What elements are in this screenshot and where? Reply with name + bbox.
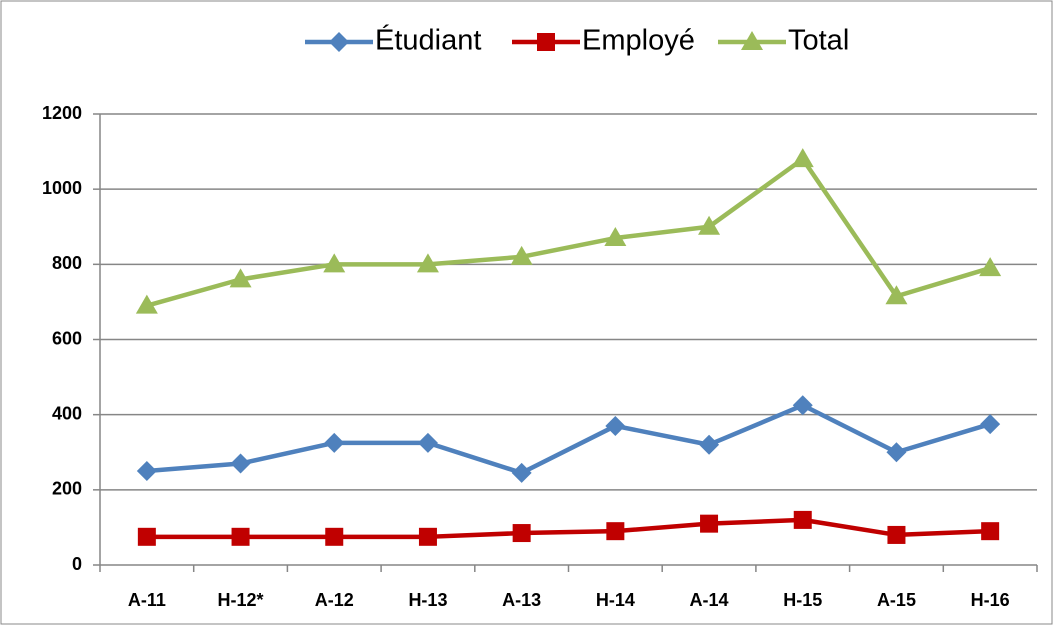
data-point [325, 527, 344, 546]
data-point [137, 527, 156, 546]
x-tick-label: H-15 [783, 590, 822, 610]
series-line [146, 156, 991, 308]
data-point [699, 434, 720, 455]
x-tick-label: H-13 [408, 590, 447, 610]
data-point [510, 245, 533, 265]
legend-marker [537, 33, 555, 51]
series-line [146, 403, 991, 476]
y-tick-label: 1000 [42, 178, 82, 198]
data-point [605, 415, 626, 436]
data-point [512, 524, 531, 543]
data-point [135, 294, 158, 314]
y-tick-label: 0 [72, 554, 82, 574]
data-point [792, 395, 813, 416]
data-point [324, 432, 345, 453]
data-point [606, 522, 625, 541]
y-tick-label: 200 [52, 479, 82, 499]
data-point [230, 453, 251, 474]
y-tick-label: 400 [52, 403, 82, 423]
data-point [791, 148, 814, 168]
x-tick-label: A-13 [502, 590, 541, 610]
legend-marker [329, 32, 349, 52]
data-point [323, 253, 346, 273]
data-point [418, 527, 437, 546]
data-point [887, 525, 906, 544]
legend-label: Total [788, 25, 849, 57]
legend-label: Employé [582, 25, 695, 57]
x-tick-label: H-12* [218, 590, 264, 610]
data-point [511, 462, 532, 483]
x-tick-label: H-14 [596, 590, 635, 610]
data-point [417, 432, 438, 453]
data-point [231, 527, 250, 546]
data-point [980, 414, 1001, 435]
y-tick-label: 600 [52, 328, 82, 348]
x-tick-label: A-15 [877, 590, 916, 610]
x-tick-label: H-16 [971, 590, 1010, 610]
data-point [885, 285, 908, 305]
data-point [698, 215, 721, 235]
x-tick-label: A-11 [128, 590, 166, 610]
legend-marker [741, 31, 763, 50]
y-tick-label: 800 [52, 253, 82, 273]
data-point [416, 253, 439, 273]
series-line [146, 517, 991, 540]
data-point [700, 514, 719, 533]
legend-label: Étudiant [375, 24, 481, 57]
data-point [604, 227, 627, 247]
data-point [979, 257, 1002, 277]
data-point [136, 461, 157, 482]
data-point [793, 510, 812, 529]
data-point [981, 522, 1000, 541]
x-tick-label: A-14 [690, 590, 729, 610]
data-point [886, 442, 907, 463]
y-tick-label: 1200 [42, 103, 82, 123]
data-point [229, 268, 252, 288]
x-tick-label: A-12 [315, 590, 354, 610]
